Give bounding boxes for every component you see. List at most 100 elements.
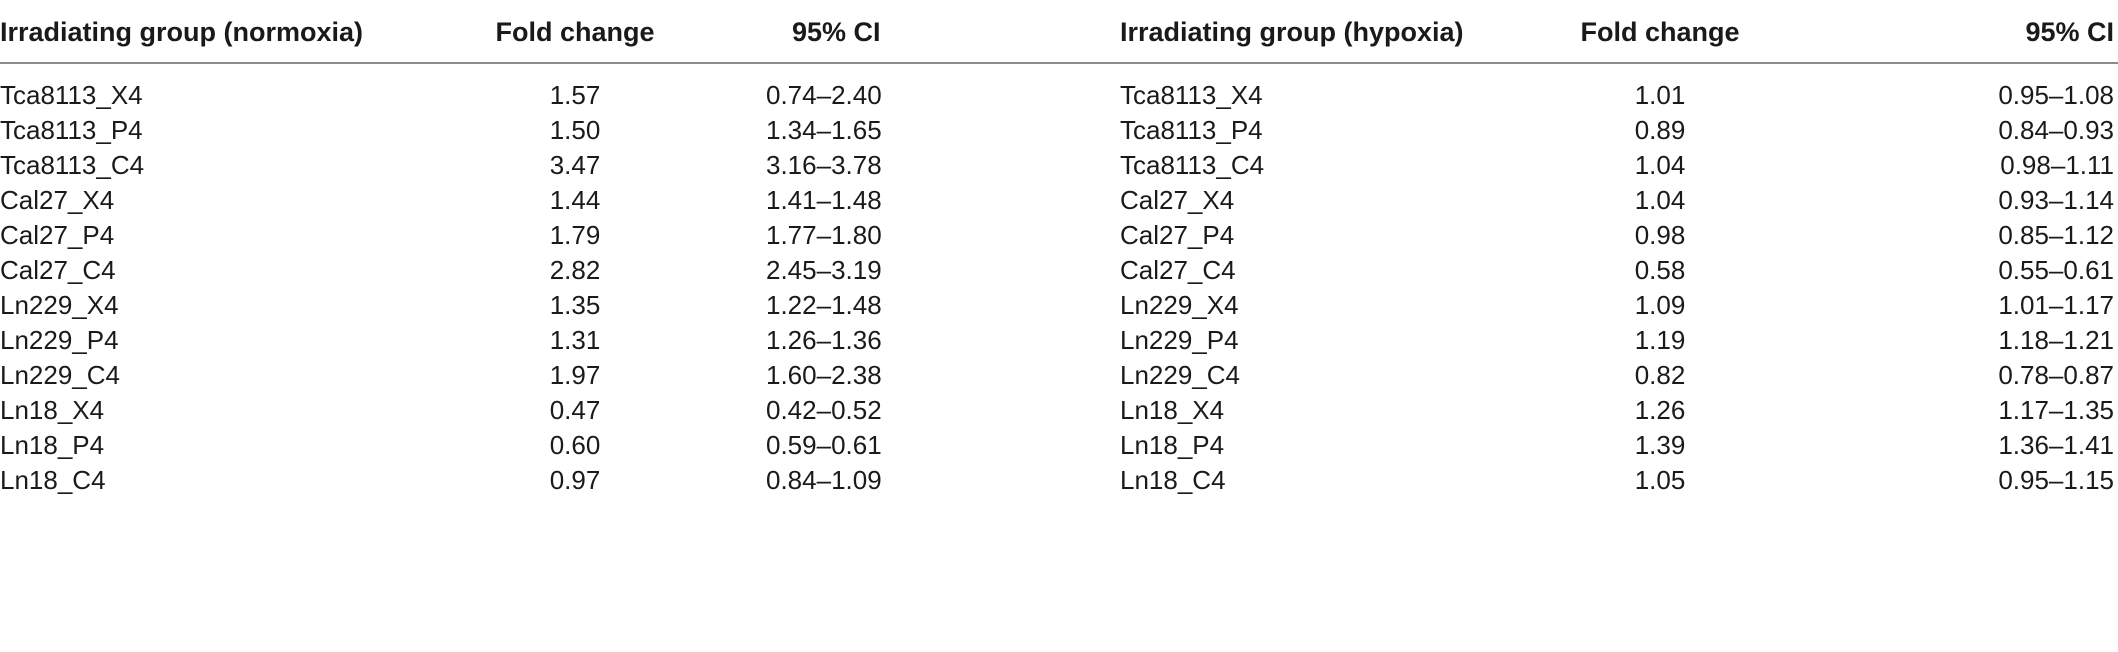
normoxia-ci-cell: 1.60–2.38 bbox=[766, 360, 882, 390]
hypoxia-ci-cell: 1.36–1.41 bbox=[1998, 430, 2114, 460]
normoxia-fold-change-cell: 1.31 bbox=[549, 325, 601, 355]
hypoxia-group-cell: Ln18_P4 bbox=[1120, 430, 1225, 460]
normoxia-ci-cell: 0.42–0.52 bbox=[766, 395, 882, 425]
spacer-cell bbox=[995, 148, 1120, 183]
normoxia-fold-change-cell: 0.47 bbox=[549, 395, 601, 425]
hypoxia-fold-change-cell: 1.05 bbox=[1634, 465, 1686, 495]
hypoxia-group-cell: Tca8113_X4 bbox=[1120, 80, 1263, 110]
table-row: Ln18_X4 0.47 0.42–0.52 Ln18_X4 1.26 1.17–1.35 bbox=[0, 393, 2118, 428]
normoxia-ci-cell: 1.26–1.36 bbox=[766, 325, 882, 355]
normoxia-ci-cell: 0.59–0.61 bbox=[766, 430, 882, 460]
spacer-cell bbox=[995, 393, 1120, 428]
normoxia-ci-cell: 1.77–1.80 bbox=[766, 220, 882, 250]
hypoxia-fold-change-cell: 1.26 bbox=[1634, 395, 1686, 425]
hypoxia-fold-change-cell: 0.89 bbox=[1634, 115, 1686, 145]
spacer-cell bbox=[995, 113, 1120, 148]
normoxia-fold-change-cell: 2.82 bbox=[549, 255, 601, 285]
normoxia-group-cell: Tca8113_X4 bbox=[0, 80, 143, 110]
normoxia-fold-change-cell: 0.97 bbox=[549, 465, 601, 495]
hypoxia-ci-cell: 0.95–1.15 bbox=[1998, 465, 2114, 495]
normoxia-group-cell: Cal27_C4 bbox=[0, 255, 116, 285]
table-row: Ln18_P4 0.60 0.59–0.61 Ln18_P4 1.39 1.36–1.41 bbox=[0, 428, 2118, 463]
header-hypoxia-fold-change: Fold change bbox=[1420, 10, 1900, 64]
hypoxia-group-cell: Tca8113_C4 bbox=[1120, 150, 1265, 180]
normoxia-group-cell: Cal27_X4 bbox=[0, 185, 115, 215]
hypoxia-fold-change-cell: 1.01 bbox=[1634, 80, 1686, 110]
hypoxia-ci-cell: 1.17–1.35 bbox=[1998, 395, 2114, 425]
header-normoxia-group: Irradiating group (normoxia) bbox=[0, 10, 400, 64]
normoxia-fold-change-cell: 1.97 bbox=[549, 360, 601, 390]
table-row: Ln229_C4 1.97 1.60–2.38 Ln229_C4 0.82 0.78–0.… bbox=[0, 358, 2118, 393]
table-row: Cal27_C4 2.82 2.45–3.19 Cal27_C4 0.58 0.55–0.… bbox=[0, 253, 2118, 288]
hypoxia-fold-change-cell: 1.09 bbox=[1634, 290, 1686, 320]
hypoxia-ci-cell: 0.78–0.87 bbox=[1998, 360, 2114, 390]
normoxia-ci-cell: 2.45–3.19 bbox=[766, 255, 882, 285]
spacer-cell bbox=[995, 183, 1120, 218]
hypoxia-fold-change-cell: 0.98 bbox=[1634, 220, 1686, 250]
hypoxia-ci-cell: 0.93–1.14 bbox=[1998, 185, 2114, 215]
hypoxia-group-cell: Ln18_X4 bbox=[1120, 395, 1225, 425]
hypoxia-group-cell: Cal27_P4 bbox=[1120, 220, 1235, 250]
table-row: Tca8113_C4 3.47 3.16–3.78 Tca8113_C4 1.04 0.9… bbox=[0, 148, 2118, 183]
hypoxia-group-cell: Ln229_X4 bbox=[1120, 290, 1239, 320]
spacer-cell bbox=[995, 288, 1120, 323]
hypoxia-fold-change-cell: 1.04 bbox=[1634, 150, 1686, 180]
normoxia-fold-change-cell: 1.35 bbox=[549, 290, 601, 320]
header-row: Irradiating group (normoxia) Fold change… bbox=[0, 10, 2118, 64]
table-row: Ln18_C4 0.97 0.84–1.09 Ln18_C4 1.05 0.95–1.15 bbox=[0, 463, 2118, 498]
hypoxia-ci-cell: 0.55–0.61 bbox=[1998, 255, 2114, 285]
normoxia-ci-cell: 1.41–1.48 bbox=[766, 185, 882, 215]
spacer-cell bbox=[995, 358, 1120, 393]
hypoxia-fold-change-cell: 1.39 bbox=[1634, 430, 1686, 460]
normoxia-group-cell: Tca8113_P4 bbox=[0, 115, 143, 145]
header-hypoxia-group: Irradiating group (hypoxia) bbox=[1120, 10, 1464, 64]
hypoxia-ci-cell: 1.01–1.17 bbox=[1998, 290, 2114, 320]
spacer-cell bbox=[995, 428, 1120, 463]
normoxia-ci-cell: 3.16–3.78 bbox=[766, 150, 882, 180]
hypoxia-group-cell: Cal27_X4 bbox=[1120, 185, 1235, 215]
hypoxia-group-cell: Ln18_C4 bbox=[1120, 465, 1226, 495]
hypoxia-group-cell: Tca8113_P4 bbox=[1120, 115, 1263, 145]
hypoxia-fold-change-cell: 0.82 bbox=[1634, 360, 1686, 390]
normoxia-group-cell: Ln229_C4 bbox=[0, 360, 120, 390]
normoxia-group-cell: Ln229_X4 bbox=[0, 290, 119, 320]
normoxia-group-cell: Ln18_P4 bbox=[0, 430, 105, 460]
table-row: Ln229_P4 1.31 1.26–1.36 Ln229_P4 1.19 1.18–1.… bbox=[0, 323, 2118, 358]
spacer-cell bbox=[995, 218, 1120, 253]
table-body: Tca8113_X4 1.57 0.74–2.40 Tca8113_X4 1.01 0.9… bbox=[0, 63, 2118, 498]
normoxia-group-cell: Ln18_C4 bbox=[0, 465, 106, 495]
normoxia-group-cell: Ln18_X4 bbox=[0, 395, 105, 425]
hypoxia-fold-change-cell: 1.19 bbox=[1634, 325, 1686, 355]
header-normoxia-ci: 95% CI bbox=[750, 10, 995, 64]
hypoxia-ci-cell: 0.85–1.12 bbox=[1998, 220, 2114, 250]
spacer-cell bbox=[995, 63, 1120, 113]
header-spacer bbox=[995, 10, 1120, 64]
normoxia-ci-cell: 1.22–1.48 bbox=[766, 290, 882, 320]
normoxia-fold-change-cell: 3.47 bbox=[549, 150, 601, 180]
header-hypoxia-ci: 95% CI bbox=[1900, 10, 2118, 64]
hypoxia-group-cell: Ln229_P4 bbox=[1120, 325, 1239, 355]
normoxia-group-cell: Cal27_P4 bbox=[0, 220, 115, 250]
normoxia-fold-change-cell: 1.44 bbox=[549, 185, 601, 215]
normoxia-group-cell: Tca8113_C4 bbox=[0, 150, 145, 180]
table-header: Irradiating group (normoxia) Fold change… bbox=[0, 10, 2118, 64]
table-row: Tca8113_X4 1.57 0.74–2.40 Tca8113_X4 1.01 0.9… bbox=[0, 63, 2118, 113]
normoxia-group-cell: Ln229_P4 bbox=[0, 325, 119, 355]
normoxia-fold-change-cell: 0.60 bbox=[549, 430, 601, 460]
spacer-cell bbox=[995, 463, 1120, 498]
spacer-cell bbox=[995, 323, 1120, 358]
hypoxia-group-cell: Cal27_C4 bbox=[1120, 255, 1236, 285]
hypoxia-fold-change-cell: 0.58 bbox=[1634, 255, 1686, 285]
hypoxia-ci-cell: 0.98–1.11 bbox=[2000, 150, 2114, 180]
table-row: Ln229_X4 1.35 1.22–1.48 Ln229_X4 1.09 1.01–1.… bbox=[0, 288, 2118, 323]
normoxia-fold-change-cell: 1.79 bbox=[549, 220, 601, 250]
hypoxia-ci-cell: 0.95–1.08 bbox=[1998, 80, 2114, 110]
spacer-cell bbox=[995, 253, 1120, 288]
hypoxia-ci-cell: 1.18–1.21 bbox=[1998, 325, 2114, 355]
table-row: Cal27_X4 1.44 1.41–1.48 Cal27_X4 1.04 0.93–1.… bbox=[0, 183, 2118, 218]
header-normoxia-fold-change: Fold change bbox=[400, 10, 750, 64]
table-row: Tca8113_P4 1.50 1.34–1.65 Tca8113_P4 0.89 0.8… bbox=[0, 113, 2118, 148]
normoxia-fold-change-cell: 1.57 bbox=[549, 80, 601, 110]
hypoxia-ci-cell: 0.84–0.93 bbox=[1998, 115, 2114, 145]
